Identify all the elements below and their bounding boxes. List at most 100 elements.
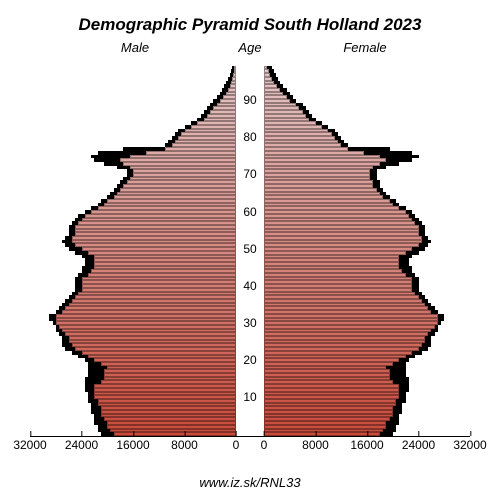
age-row <box>30 329 470 333</box>
age-row <box>30 269 470 273</box>
age-row <box>30 88 470 92</box>
female-bar <box>264 195 383 199</box>
female-bar <box>264 251 406 255</box>
x-tick-label: 0 <box>233 438 240 452</box>
age-row <box>30 388 470 392</box>
male-bar <box>133 173 236 177</box>
male-bar <box>98 403 236 407</box>
age-row <box>30 147 470 151</box>
male-bar <box>191 125 236 129</box>
female-bar <box>264 103 296 107</box>
female-bar <box>264 406 393 410</box>
female-bar <box>264 173 370 177</box>
age-row <box>30 155 470 159</box>
age-row <box>30 121 470 125</box>
male-bar <box>104 369 236 373</box>
male-bar <box>56 321 236 325</box>
male-bar <box>146 151 236 155</box>
male-bar <box>130 166 236 170</box>
female-bar <box>264 421 386 425</box>
female-bar <box>264 417 390 421</box>
age-row <box>30 232 470 236</box>
male-bar <box>75 243 236 247</box>
male-bar <box>178 136 236 140</box>
female-bar <box>264 132 332 136</box>
female-bar <box>264 221 415 225</box>
age-row <box>30 406 470 410</box>
male-bar <box>59 325 236 329</box>
female-bar <box>264 384 399 388</box>
female-bar <box>264 310 431 314</box>
female-bar <box>264 399 396 403</box>
age-row <box>30 295 470 299</box>
female-bar <box>264 243 419 247</box>
age-row <box>30 362 470 366</box>
male-bar <box>104 203 236 207</box>
female-bar <box>264 73 270 77</box>
female-bar <box>264 266 399 270</box>
female-bar <box>264 314 438 318</box>
male-bar <box>101 362 236 366</box>
male-bar <box>123 162 236 166</box>
male-bar <box>75 225 236 229</box>
age-row <box>30 303 470 307</box>
female-bar <box>264 325 435 329</box>
male-bar <box>78 221 236 225</box>
age-row <box>30 180 470 184</box>
age-row <box>30 414 470 418</box>
age-row <box>30 77 470 81</box>
male-bar <box>101 406 236 410</box>
bars-wrapper <box>30 65 470 436</box>
age-row <box>30 314 470 318</box>
male-bar <box>114 195 236 199</box>
male-bar <box>75 347 236 351</box>
female-bar <box>264 329 431 333</box>
male-bar <box>88 251 236 255</box>
female-bar <box>264 318 438 322</box>
age-label: Age <box>210 40 290 55</box>
age-row <box>30 395 470 399</box>
female-bar <box>264 147 348 151</box>
male-bar <box>91 210 236 214</box>
male-bar <box>207 114 236 118</box>
male-bar <box>197 121 236 125</box>
female-bar <box>264 336 425 340</box>
age-row <box>30 106 470 110</box>
male-bar <box>127 180 236 184</box>
male-bar <box>78 292 236 296</box>
female-bar <box>264 177 370 181</box>
male-bar <box>94 392 236 396</box>
male-bar <box>181 132 236 136</box>
age-row <box>30 284 470 288</box>
age-row <box>30 81 470 85</box>
age-row <box>30 288 470 292</box>
x-tick-label: 0 <box>261 438 268 452</box>
age-row <box>30 95 470 99</box>
male-bar <box>94 395 236 399</box>
age-row <box>30 366 470 370</box>
male-bar <box>82 277 237 281</box>
male-bar <box>69 340 236 344</box>
age-row <box>30 306 470 310</box>
female-bar <box>264 255 399 259</box>
age-row <box>30 277 470 281</box>
female-bar <box>264 321 438 325</box>
female-bar <box>264 247 412 251</box>
age-row <box>30 173 470 177</box>
age-row <box>30 373 470 377</box>
age-row <box>30 310 470 314</box>
age-row <box>30 384 470 388</box>
female-bar <box>264 199 390 203</box>
female-bar <box>264 143 341 147</box>
male-bar <box>101 410 236 414</box>
age-row <box>30 392 470 396</box>
age-row <box>30 417 470 421</box>
female-bar <box>264 425 386 429</box>
age-row <box>30 410 470 414</box>
female-bar <box>264 332 428 336</box>
female-bar <box>264 414 393 418</box>
male-bar <box>107 425 236 429</box>
male-bar <box>130 177 236 181</box>
age-row <box>30 73 470 77</box>
female-bar <box>264 210 406 214</box>
